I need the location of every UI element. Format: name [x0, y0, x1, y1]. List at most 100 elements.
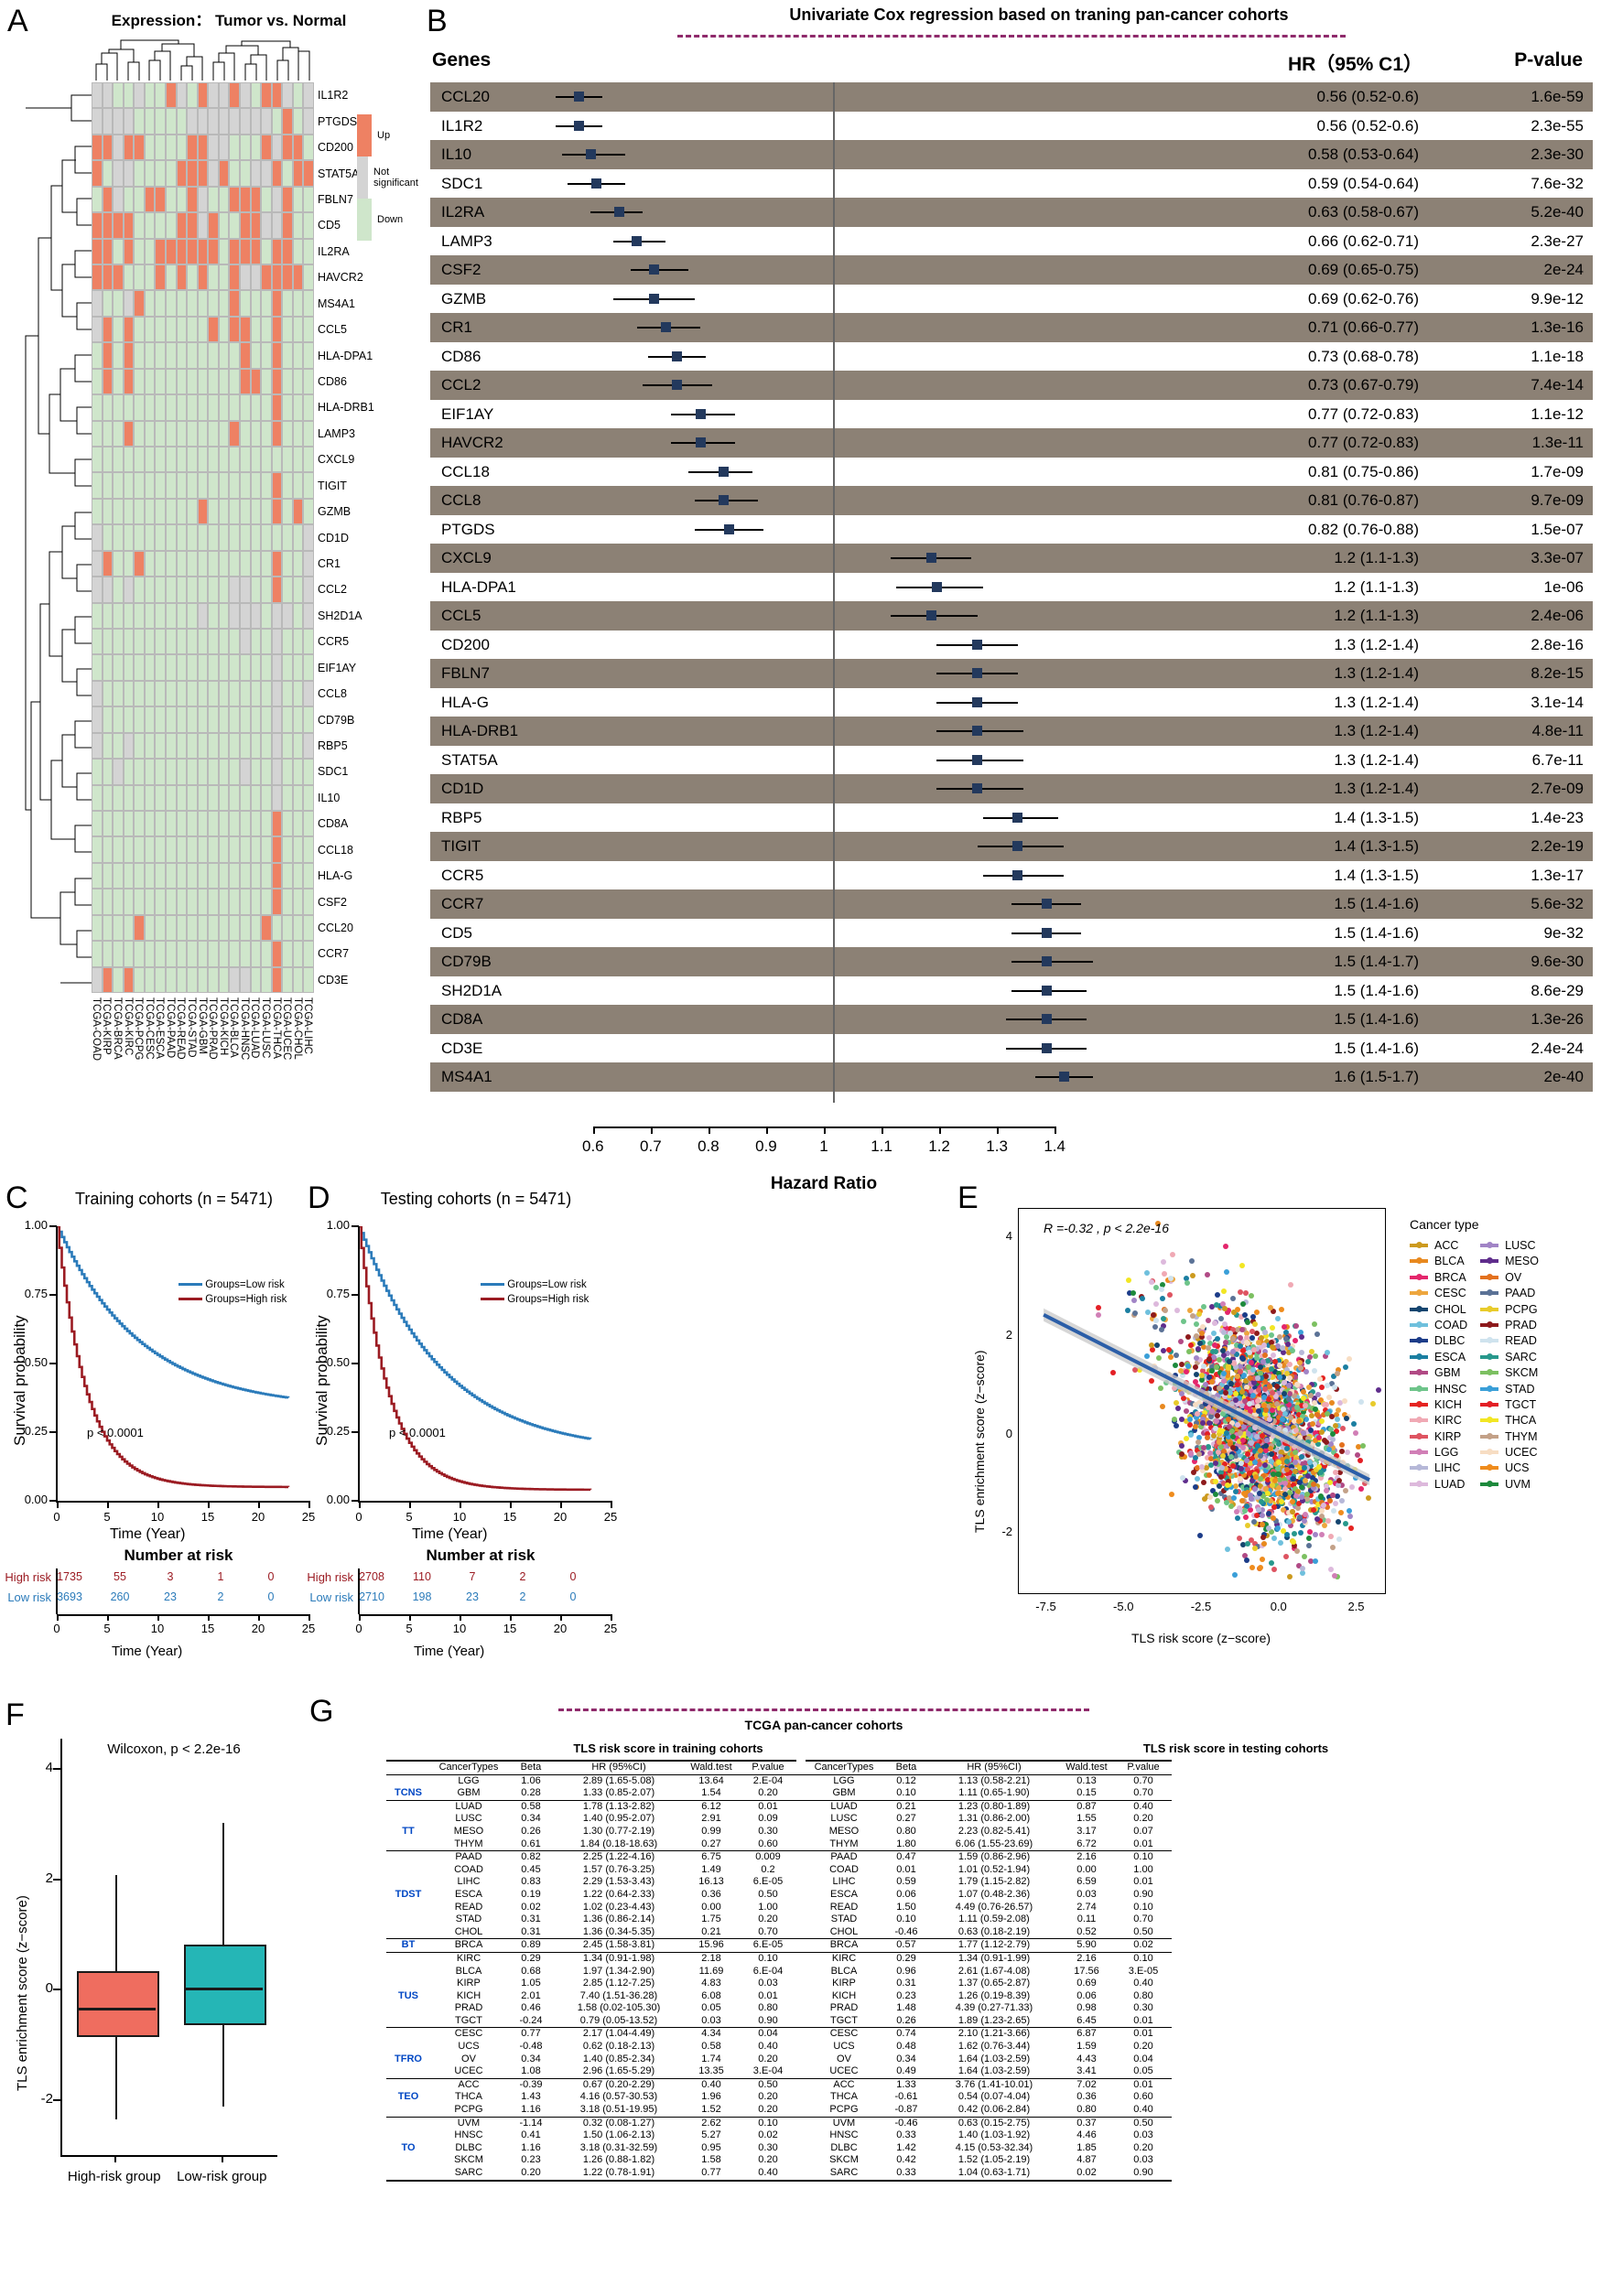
heatmap-cell [261, 629, 272, 655]
risk-x-tick-label: 15 [503, 1622, 517, 1635]
scatter-point [1261, 1411, 1268, 1417]
point-estimate-marker [972, 696, 983, 707]
heatmap-cell [271, 732, 283, 760]
point-estimate-marker [672, 350, 683, 361]
scatter-point [1198, 1333, 1205, 1340]
forest-row: CCL8 0.81 (0.76-0.87) 9.7e-09 [430, 486, 1593, 515]
column-header: HR (95%CI) [555, 1759, 683, 1775]
legend-line [178, 1298, 202, 1301]
cell-w1: 15.96 [683, 1938, 740, 1953]
cell-gap [796, 2065, 806, 2078]
heatmap-cell [271, 186, 283, 213]
scatter-point [1222, 1243, 1228, 1249]
scatter-point [1273, 1517, 1280, 1524]
cell-w1: 2.91 [701, 1813, 721, 1825]
heatmap-cell [218, 108, 230, 135]
heatmap-cell [303, 316, 314, 343]
heatmap-cell [239, 654, 251, 681]
cell-gap [796, 1826, 806, 1838]
heatmap-cell [113, 264, 124, 291]
legend-swatch [1410, 1305, 1428, 1312]
heatmap-cell [134, 368, 145, 395]
heatmap-column-label: TCGA-HNSC [238, 997, 250, 1061]
cell-hr2: 1.64 (1.03-2.59) [957, 2053, 1031, 2064]
cell-gap [796, 2077, 806, 2092]
scatter-point [1190, 1470, 1196, 1476]
scatter-point [1130, 1297, 1137, 1303]
heatmap-cell [187, 290, 198, 317]
cell-ct: LIHC [832, 1876, 856, 1888]
scatter-point [1184, 1407, 1190, 1414]
group-label-empty [386, 1966, 430, 1978]
heatmap-cell [123, 811, 135, 837]
heatmap-column-label: TCGA-CHOL [291, 997, 303, 1060]
scatter-point [1287, 1391, 1293, 1397]
scatter-point [1285, 1482, 1292, 1488]
scatter-point [1198, 1464, 1205, 1471]
scatter-point [1299, 1569, 1305, 1576]
scatter-point [1152, 1324, 1159, 1331]
heatmap-cell [303, 577, 314, 603]
cell-ct: CHOL [829, 1925, 859, 1937]
scatter-point [1304, 1496, 1310, 1503]
table-row: HNSC 0.41 1.50 (1.06-2.13) 5.27 0.02 HNSC 0.33… [386, 2129, 1172, 2142]
forest-row: CCL5 1.2 (1.1-1.3) 2.4e-06 [430, 601, 1593, 631]
heatmap-row-label: CCL2 [318, 583, 347, 597]
scatter-point [1226, 1494, 1232, 1501]
heatmap-cell [113, 784, 124, 811]
legend-label: UCS [1505, 1461, 1530, 1475]
scatter-point [1331, 1384, 1337, 1390]
scatter-point [1292, 1417, 1298, 1424]
cell-w2: 0.15 [1076, 1787, 1097, 1799]
heatmap-cell [208, 680, 219, 707]
scatter-point [1175, 1449, 1182, 1455]
group-label-empty [386, 1978, 430, 1990]
forest-ci [568, 486, 1098, 515]
cell-gap [796, 2167, 806, 2181]
scatter-point [1329, 1399, 1336, 1406]
heatmap-cell [218, 82, 230, 109]
scatter-point [1338, 1509, 1345, 1515]
cell-w1: 2.62 [683, 2116, 740, 2130]
forest-row: IL2RA 0.63 (0.58-0.67) 5.2e-40 [430, 198, 1593, 227]
scatter-point [1229, 1419, 1236, 1426]
forest-row: HAVCR2 0.77 (0.72-0.83) 1.3e-11 [430, 428, 1593, 458]
scatter-point [1209, 1378, 1216, 1385]
heatmap-column-label: TCGA-READ [175, 997, 187, 1060]
table-row: STAD 0.31 1.36 (0.86-2.14) 1.75 0.20 STAD 0.10… [386, 1913, 1172, 1926]
cell-b2: 1.80 [896, 1838, 916, 1849]
cell-p2: 0.05 [1133, 2065, 1153, 2077]
heatmap-cell [239, 498, 251, 525]
heatmap-cell [113, 759, 124, 785]
y-tick [352, 1294, 359, 1296]
heatmap-cell [134, 524, 145, 551]
legend-label: HNSC [1434, 1382, 1467, 1396]
scatter-point [1217, 1357, 1223, 1364]
scatter-point [1234, 1311, 1240, 1318]
km-xlabel-c: Time (Year) [110, 1526, 186, 1542]
legend-label: DLBC [1434, 1334, 1466, 1348]
cell-ct: KIRC [430, 1951, 507, 1966]
scatter-point [1265, 1342, 1271, 1348]
heatmap-cell [282, 394, 293, 421]
legend-swatch [1480, 1464, 1499, 1471]
forest-p-value: 2e-24 [1543, 261, 1584, 278]
scatter-point [1260, 1326, 1266, 1332]
heatmap-cell [250, 82, 262, 109]
scatter-point [1149, 1316, 1155, 1322]
heatmap-cell [144, 238, 156, 264]
scatter-point [1242, 1493, 1249, 1499]
legend-swatch [1410, 1289, 1428, 1297]
heatmap-cell [282, 680, 293, 707]
risk-x-tick-label: 20 [553, 1622, 568, 1635]
scatter-point [1276, 1371, 1282, 1377]
scatter-point [1281, 1406, 1287, 1412]
scatter-point [1226, 1412, 1232, 1418]
heatmap-cell [282, 108, 293, 135]
scatter-point [1264, 1464, 1271, 1470]
row-dendrogram [25, 94, 92, 984]
scatter-point [1264, 1491, 1271, 1497]
scatter-point [1293, 1456, 1300, 1462]
scatter-point [1192, 1458, 1198, 1464]
wilcoxon-annotation: Wilcoxon, p < 2.2e-16 [107, 1741, 241, 1757]
